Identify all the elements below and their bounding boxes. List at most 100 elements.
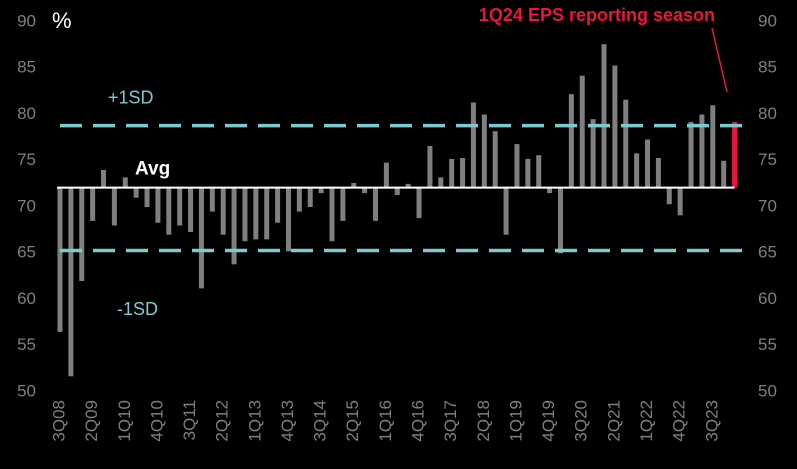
bar <box>285 187 291 252</box>
bar <box>177 187 183 226</box>
annotation-pointer <box>711 27 728 93</box>
y2-tick-label: 55 <box>758 335 777 354</box>
bar <box>492 131 498 188</box>
bar <box>536 155 542 188</box>
x-tick-label: 3Q11 <box>180 400 199 440</box>
bar <box>351 182 357 188</box>
bar <box>144 187 150 207</box>
bar <box>568 94 574 188</box>
bar <box>111 187 117 226</box>
sd-label: -1SD <box>117 299 158 319</box>
bar <box>394 187 400 195</box>
x-tick-label: 3Q17 <box>441 400 460 442</box>
y2-tick-label: 65 <box>758 243 777 262</box>
bar <box>460 157 466 188</box>
x-tick-label: 2Q12 <box>213 400 232 442</box>
bar <box>481 114 487 188</box>
bar <box>688 121 694 188</box>
x-tick-label: 4Q19 <box>539 400 558 442</box>
y2-tick-label: 70 <box>758 196 777 215</box>
bar <box>579 75 585 188</box>
x-tick-label: 2Q18 <box>474 400 493 442</box>
x-tick-label: 1Q13 <box>245 400 264 442</box>
bar <box>318 187 324 194</box>
bar <box>427 145 433 188</box>
bar <box>732 121 738 188</box>
annotation: 1Q24 EPS reporting season <box>479 5 715 25</box>
bar <box>721 160 727 188</box>
y2-tick-label: 60 <box>758 289 777 308</box>
bar <box>438 177 444 188</box>
y-tick-label: 90 <box>17 11 36 30</box>
x-tick-label: 3Q20 <box>572 400 591 442</box>
bar <box>101 170 107 188</box>
bar <box>601 44 607 188</box>
bar <box>699 114 705 188</box>
bar <box>220 187 226 235</box>
x-tick-label: 4Q16 <box>409 400 428 442</box>
bar <box>275 187 281 223</box>
avg-label: Avg <box>135 159 170 180</box>
bar <box>296 187 302 212</box>
bar <box>57 187 63 332</box>
y-tick-label: 85 <box>17 58 36 77</box>
bar <box>547 187 553 194</box>
y2-tick-label: 75 <box>758 150 777 169</box>
bar <box>590 119 596 188</box>
bar <box>383 162 389 188</box>
y2-tick-label: 90 <box>758 11 777 30</box>
y-tick-label: 80 <box>17 104 36 123</box>
y2-tick-label: 85 <box>758 58 777 77</box>
y-tick-label: 70 <box>17 196 36 215</box>
bar <box>231 187 237 265</box>
bar <box>307 187 313 207</box>
x-tick-label: 2Q09 <box>82 400 101 442</box>
x-tick-label: 1Q16 <box>376 400 395 442</box>
bar <box>155 187 161 223</box>
bar <box>645 139 651 188</box>
bar <box>634 153 640 188</box>
bar <box>122 177 128 188</box>
x-tick-label: 3Q08 <box>49 400 68 442</box>
bar <box>470 102 476 188</box>
x-tick-label: 2Q15 <box>343 400 362 442</box>
bar <box>253 187 259 240</box>
bar <box>209 187 215 212</box>
y-tick-label: 50 <box>17 381 36 400</box>
x-tick-label: 4Q10 <box>147 400 166 442</box>
y-tick-label: 65 <box>17 243 36 262</box>
bar <box>264 187 270 240</box>
bar <box>68 187 74 377</box>
x-tick-label: 3Q23 <box>702 400 721 442</box>
y2-tick-label: 50 <box>758 381 777 400</box>
x-tick-label: 4Q13 <box>278 400 297 442</box>
x-tick-label: 1Q10 <box>115 400 134 442</box>
bar <box>373 187 379 221</box>
bar <box>655 157 661 188</box>
y-tick-label: 60 <box>17 289 36 308</box>
bar <box>329 187 335 242</box>
bar <box>612 65 618 188</box>
bar <box>340 187 346 221</box>
bar <box>188 187 194 232</box>
bar <box>416 187 422 219</box>
bar <box>666 187 672 205</box>
bar <box>242 187 248 242</box>
bar <box>503 187 509 235</box>
bar <box>90 187 96 221</box>
bar <box>677 187 683 216</box>
x-tick-label: 4Q22 <box>670 400 689 442</box>
bar <box>133 187 139 198</box>
sd-label: +1SD <box>108 87 154 107</box>
bar <box>405 183 411 188</box>
x-tick-label: 1Q19 <box>506 400 525 442</box>
y-tick-label: 75 <box>17 150 36 169</box>
bar <box>557 187 563 254</box>
bar <box>362 187 368 194</box>
bar <box>514 144 520 188</box>
bar <box>79 187 85 281</box>
y-tick-label: 55 <box>17 335 36 354</box>
bar <box>623 99 629 188</box>
bar <box>449 158 455 188</box>
